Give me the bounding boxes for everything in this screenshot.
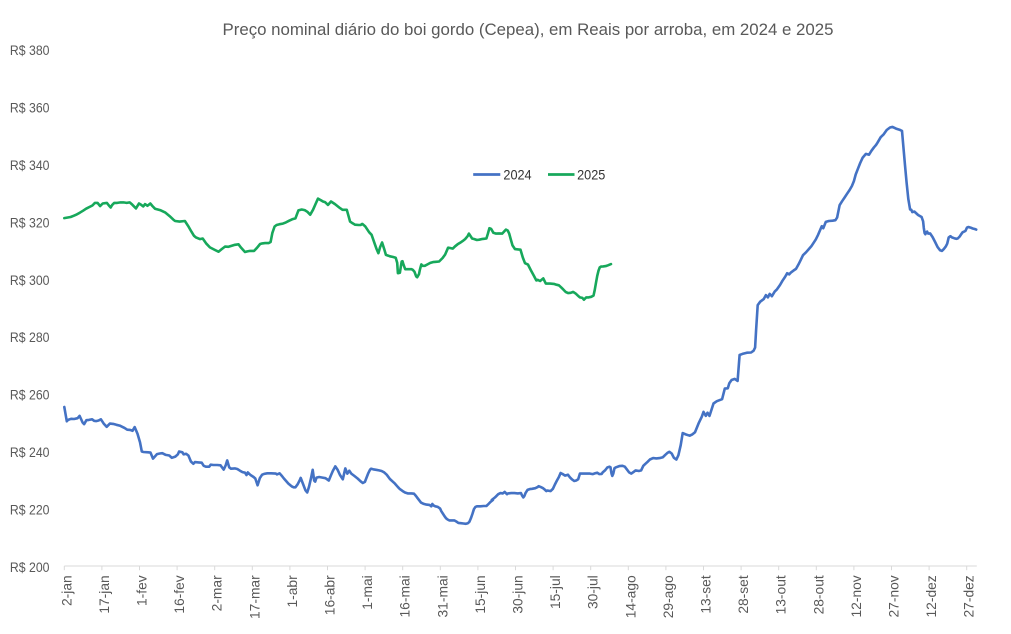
svg-text:13-set: 13-set <box>699 575 714 614</box>
svg-text:2-mar: 2-mar <box>210 575 225 611</box>
svg-text:R$ 360: R$ 360 <box>10 101 50 116</box>
svg-text:12-nov: 12-nov <box>849 575 864 617</box>
svg-text:2025: 2025 <box>577 167 605 183</box>
svg-text:R$ 240: R$ 240 <box>10 445 50 460</box>
svg-text:28-set: 28-set <box>736 575 751 614</box>
svg-text:27-nov: 27-nov <box>887 575 902 617</box>
svg-text:16-fev: 16-fev <box>172 575 187 613</box>
svg-text:R$ 280: R$ 280 <box>10 330 50 345</box>
svg-text:16-abr: 16-abr <box>323 575 338 615</box>
svg-text:1-abr: 1-abr <box>285 575 300 608</box>
svg-text:31-mai: 31-mai <box>435 575 450 617</box>
svg-text:12-dez: 12-dez <box>924 575 939 617</box>
svg-text:Preço nominal diário do boi go: Preço nominal diário do boi gordo (Cepea… <box>223 20 834 39</box>
svg-text:15-jun: 15-jun <box>473 575 488 613</box>
svg-text:17-mar: 17-mar <box>247 575 262 619</box>
svg-text:17-jan: 17-jan <box>97 575 112 613</box>
svg-text:2024: 2024 <box>503 167 531 183</box>
svg-text:15-jul: 15-jul <box>548 575 563 609</box>
svg-text:2-jan: 2-jan <box>59 575 74 606</box>
svg-text:R$ 200: R$ 200 <box>10 560 50 575</box>
svg-text:R$ 380: R$ 380 <box>10 43 50 58</box>
svg-text:R$ 340: R$ 340 <box>10 158 50 173</box>
svg-text:1-fev: 1-fev <box>135 575 150 606</box>
svg-text:R$ 220: R$ 220 <box>10 502 50 517</box>
svg-text:14-ago: 14-ago <box>623 575 638 618</box>
svg-text:27-dez: 27-dez <box>962 575 977 617</box>
svg-text:30-jul: 30-jul <box>586 575 601 609</box>
svg-text:R$ 320: R$ 320 <box>10 215 50 230</box>
svg-text:13-out: 13-out <box>774 575 789 614</box>
svg-text:29-ago: 29-ago <box>661 575 676 618</box>
svg-text:R$ 300: R$ 300 <box>10 273 50 288</box>
svg-text:16-mai: 16-mai <box>398 575 413 617</box>
svg-text:30-jun: 30-jun <box>511 575 526 613</box>
svg-text:R$ 260: R$ 260 <box>10 388 50 403</box>
svg-text:28-out: 28-out <box>811 575 826 614</box>
svg-text:1-mai: 1-mai <box>360 575 375 610</box>
